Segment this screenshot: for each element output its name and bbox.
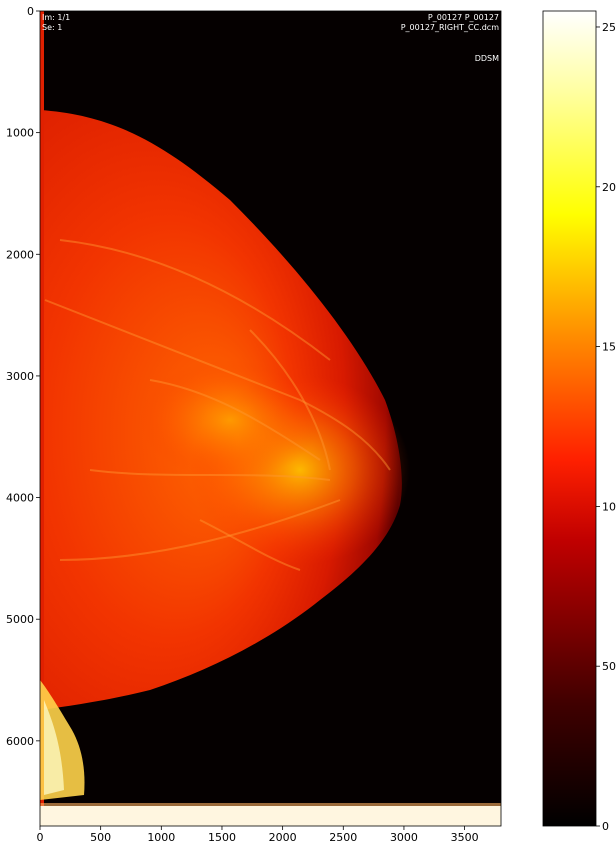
x-tick-label: 1500	[208, 831, 236, 844]
overlay-series: Se: 1	[42, 23, 62, 32]
colorbar-tick-label: 200	[602, 181, 616, 194]
y-tick-label: 2000	[6, 248, 34, 261]
colorbar	[542, 10, 597, 827]
mammogram-image: Im: 1/1 Se: 1 P_00127 P_00127 P_00127_RI…	[40, 11, 501, 826]
colorbar-tick-label: 250	[602, 21, 616, 34]
overlay-image-index: Im: 1/1	[42, 13, 70, 22]
tissue-glow-2	[140, 360, 320, 480]
left-edge	[40, 11, 44, 826]
overlay-patient-id: P_00127 P_00127	[428, 13, 499, 22]
y-tick-label: 6000	[6, 735, 34, 748]
x-tick-label: 2500	[329, 831, 357, 844]
x-tick-label: 0	[37, 831, 44, 844]
x-tick-label: 3500	[451, 831, 479, 844]
y-tick-label: 5000	[6, 613, 34, 626]
overlay-dataset: DDSM	[475, 54, 499, 63]
colorbar-axis: 0 50 100 150 200 250	[596, 21, 616, 833]
x-tick-label: 500	[90, 831, 111, 844]
y-tick-label: 1000	[6, 127, 34, 140]
y-tick-label: 4000	[6, 492, 34, 505]
y-tick-label: 0	[27, 5, 34, 18]
overlay-filename: P_00127_RIGHT_CC.dcm	[401, 23, 499, 32]
x-tick-label: 1000	[147, 831, 175, 844]
image-frame	[39, 10, 502, 827]
x-tick-label: 3000	[390, 831, 418, 844]
colorbar-tick-label: 0	[602, 820, 609, 833]
colorbar-tick-label: 50	[602, 660, 616, 673]
tissue-strands	[44, 239, 391, 571]
colorbar-tick-label: 100	[602, 500, 616, 513]
colorbar-tick-label: 150	[602, 341, 616, 354]
y-tick-label: 3000	[6, 370, 34, 383]
x-axis: 0 500 1000 1500 2000 2500 3000 3500	[37, 826, 479, 844]
bottom-label-strip	[40, 806, 501, 826]
y-axis: 0 1000 2000 3000 4000 5000 6000	[6, 5, 40, 748]
x-tick-label: 2000	[269, 831, 297, 844]
